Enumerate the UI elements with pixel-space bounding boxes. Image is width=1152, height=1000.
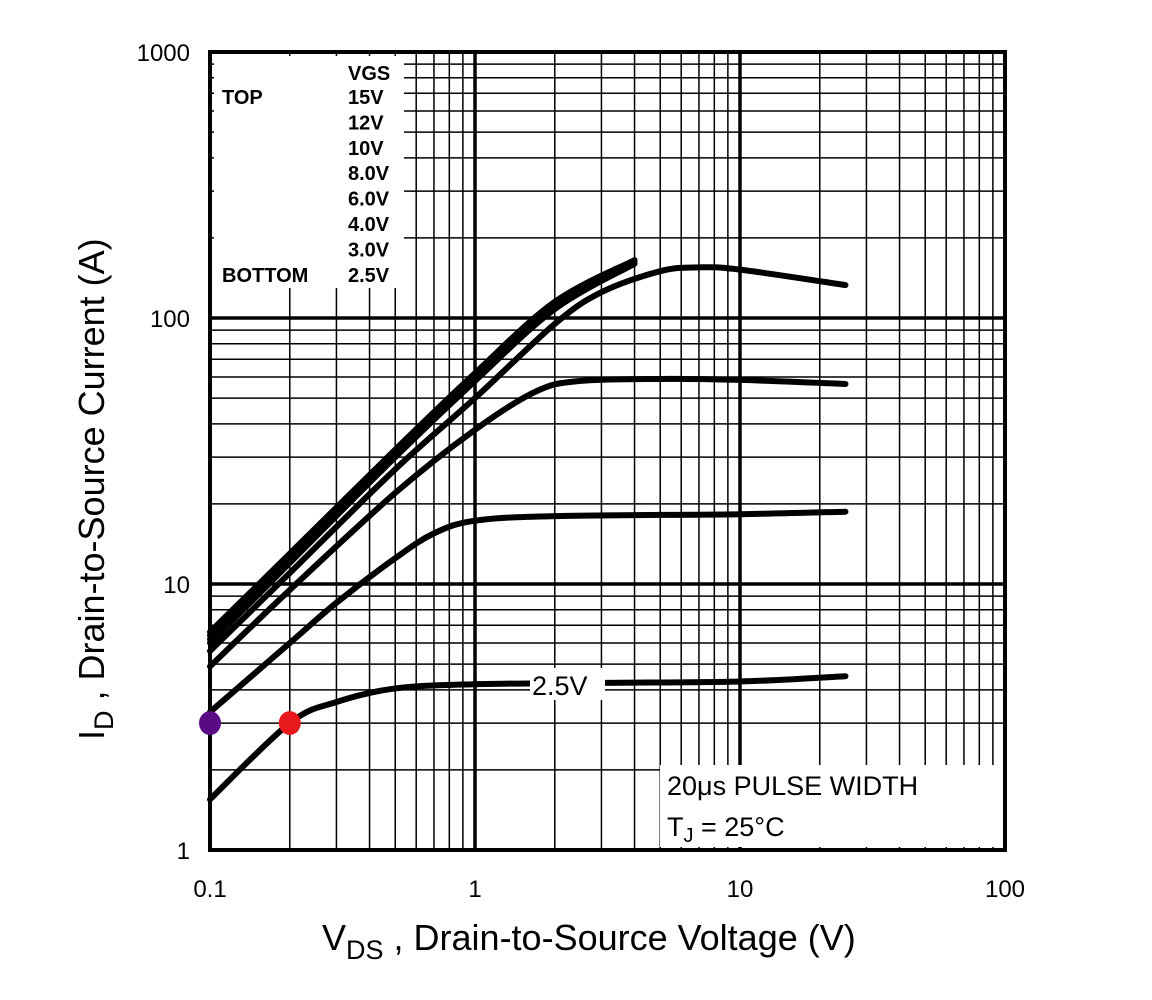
y-tick-label: 1000	[137, 40, 190, 67]
curve-label-background	[530, 668, 605, 700]
x-tick-label: 100	[985, 876, 1025, 903]
plot-frame	[208, 50, 1007, 852]
legend-entry: 6.0V	[348, 189, 390, 211]
series-8-0V	[207, 260, 638, 647]
data-marker	[278, 711, 301, 736]
legend-bottom-label: BOTTOM	[222, 265, 308, 287]
legend-entry: 15V	[348, 87, 384, 109]
series-4-0V	[207, 375, 849, 670]
legend-entry: 10V	[348, 138, 384, 160]
annotation-background	[660, 765, 1003, 847]
legend: VGS TOP BOTTOM 15V 12V 10V 8.0V 6.0V 4.0V 3.0V…	[222, 63, 390, 287]
tj-annotation: TJ = 25°C	[667, 812, 785, 847]
y-tick-label: 1	[177, 838, 190, 865]
y-axis-label: ID , Drain-to-Source Current (A)	[71, 238, 119, 740]
pulse-width-annotation: 20μs PULSE WIDTH	[667, 771, 918, 801]
markers	[199, 711, 301, 736]
legend-top-label: TOP	[222, 87, 263, 109]
y-tick-label: 10	[163, 572, 190, 599]
x-tick-label: 1	[468, 876, 481, 903]
legend-entry: 8.0V	[348, 163, 390, 185]
grid	[208, 52, 1005, 852]
series-3-0V	[207, 508, 849, 716]
legend-header: VGS	[348, 63, 390, 85]
legend-entry: 2.5V	[348, 265, 390, 287]
x-tick-label: 0.1	[193, 876, 226, 903]
legend-background	[214, 56, 404, 288]
x-tick-label: 10	[727, 876, 754, 903]
curves	[207, 257, 849, 803]
legend-entry: 3.0V	[348, 239, 390, 261]
y-tick-label: 100	[150, 306, 190, 333]
legend-entry: 4.0V	[348, 214, 390, 236]
series-6-0V	[207, 264, 849, 654]
data-marker	[199, 711, 221, 736]
legend-entry: 12V	[348, 112, 384, 134]
x-axis-label: VDS , Drain-to-Source Voltage (V)	[322, 917, 856, 965]
curve-label-2-5v: 2.5V	[532, 671, 588, 701]
